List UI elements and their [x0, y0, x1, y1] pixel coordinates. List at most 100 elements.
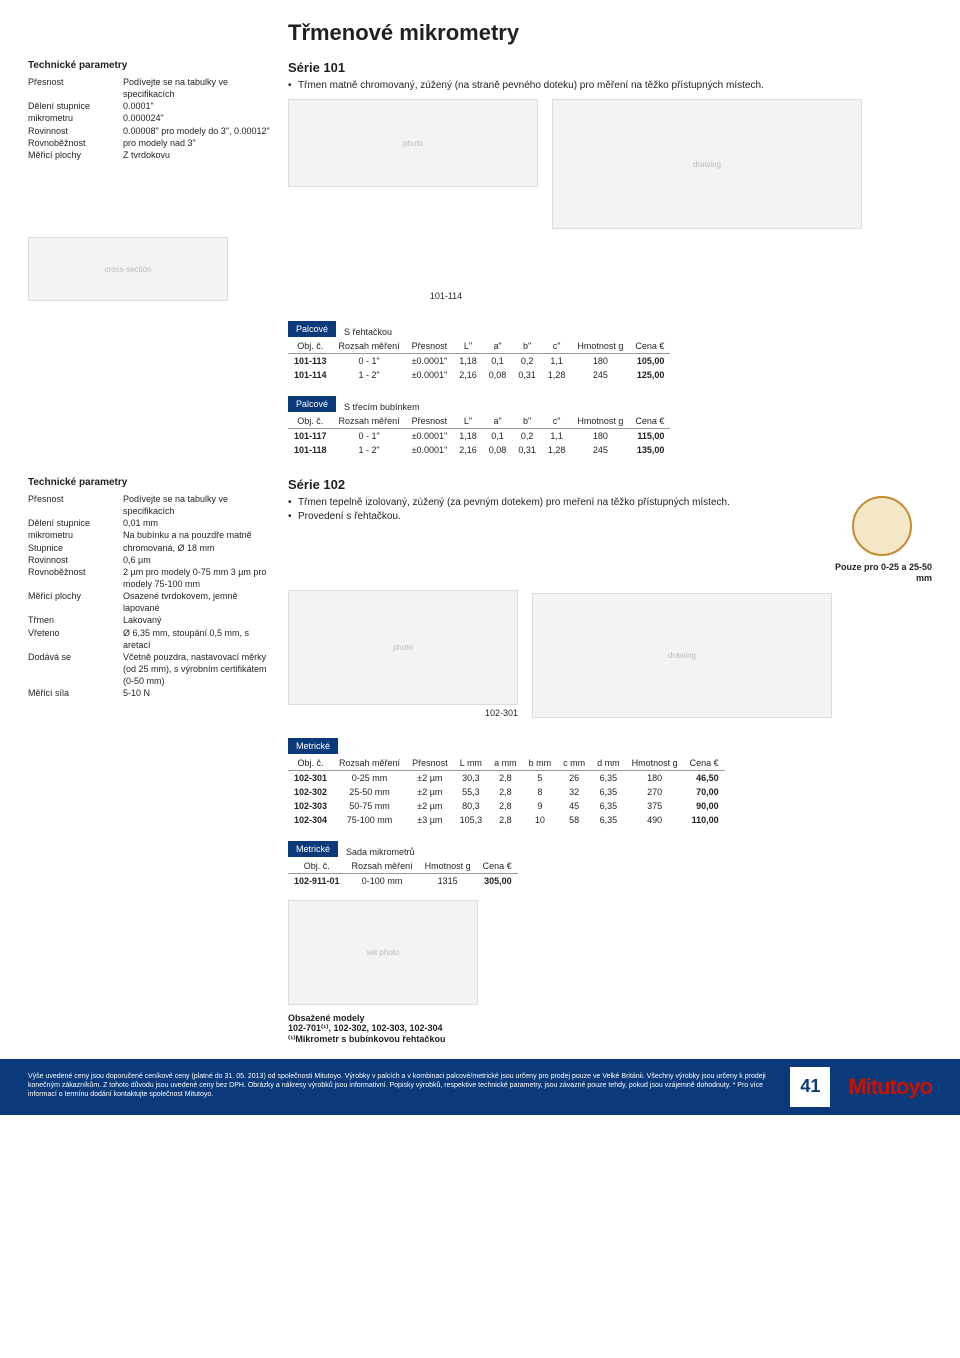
param-value: Ø 6,35 mm, stoupání 0,5 mm, s aretací — [123, 627, 270, 651]
col-header: Přesnost — [406, 756, 454, 771]
cross-section-image: cross-section — [28, 237, 228, 301]
param-value: Podívejte se na tabulky ve specifikacích — [123, 493, 270, 517]
col-header: c" — [542, 414, 572, 429]
param-label: Přesnost — [28, 493, 123, 505]
col-header: Hmotnost g — [571, 414, 629, 429]
range-note: Pouze pro 0-25 a 25-50 mm — [832, 562, 932, 584]
table-2: Obj. č.Rozsah měřeníPřesnostL"a"b"c"Hmot… — [288, 414, 670, 457]
param-label: Dodává se — [28, 651, 123, 663]
brand-logo: Mitutoyo — [848, 1074, 932, 1100]
certificate-badge-icon — [852, 496, 912, 556]
col-header: d mm — [591, 756, 626, 771]
col-header: Obj. č. — [288, 756, 333, 771]
col-header: Obj. č. — [288, 339, 333, 354]
included-list: 102-701⁽¹⁾, 102-302, 102-303, 102-304 — [288, 1023, 932, 1034]
col-header: c" — [542, 339, 572, 354]
table-1-sub: S řehtačkou — [344, 327, 392, 337]
param-label: Dělení stupnice mikrometru — [28, 517, 123, 541]
param-value: 2 µm pro modely 0-75 mm 3 µm pro modely … — [123, 566, 270, 590]
series-102-heading: Série 102 — [288, 477, 932, 492]
param-label: Rovinnost — [28, 125, 123, 137]
set-image: set photo — [288, 900, 478, 1005]
series-102-bullet-1: Třmen tepelně izolovaný, zúžený (za pevn… — [288, 496, 822, 510]
col-header: Hmotnost g — [571, 339, 629, 354]
col-header: Hmotnost g — [626, 756, 684, 771]
col-header: Rozsah měření — [333, 756, 406, 771]
image-label-101: 101-114 — [288, 291, 604, 301]
param-value: Podívejte se na tabulky ve specifikacích — [123, 76, 270, 100]
col-header: a mm — [488, 756, 523, 771]
col-header: Hmotnost g — [419, 859, 477, 874]
table-row: 102-911-010-100 mm1315305,00 — [288, 873, 518, 888]
param-value: 0.000024" — [123, 112, 270, 124]
table-row: 101-1141 - 2"±0.0001"2,160,080,311,28245… — [288, 368, 670, 382]
table-3-tag: Metrické — [288, 738, 338, 754]
tech-params-1: PřesnostPodívejte se na tabulky ve speci… — [28, 76, 270, 161]
series-102-bullet-2: Provedení s řehtačkou. — [288, 510, 822, 524]
param-label: Dělení stupnice mikrometru — [28, 100, 123, 124]
series-101-bullet: Třmen matně chromovaný, zúžený (na stran… — [288, 79, 932, 93]
product-image-101: photo — [288, 99, 538, 187]
table-row: 102-3010-25 mm±2 µm30,32,85266,3518046,5… — [288, 770, 725, 785]
tech-params-2: PřesnostPodívejte se na tabulky ve speci… — [28, 493, 270, 699]
page-number: 41 — [790, 1067, 830, 1107]
param-label: Stupnice — [28, 542, 123, 554]
param-value: Z tvrdokovu — [123, 149, 270, 161]
table-row: 101-1170 - 1"±0.0001"1,180,10,21,1180115… — [288, 429, 670, 444]
param-value: 0.00008" pro modely do 3", 0.00012" pro … — [123, 125, 270, 149]
included-heading: Obsažené modely — [288, 1013, 932, 1023]
param-value: 0.0001" — [123, 100, 270, 112]
param-label: Měřicí plochy — [28, 149, 123, 161]
col-header: b mm — [523, 756, 558, 771]
col-header: Cena € — [477, 859, 518, 874]
table-2-sub: S třecím bubínkem — [344, 402, 420, 412]
param-label: Rovnoběžnost — [28, 566, 123, 578]
col-header: c mm — [557, 756, 591, 771]
param-label: Rovinnost — [28, 554, 123, 566]
param-value: Lakovaný — [123, 614, 270, 626]
col-header: a" — [483, 414, 513, 429]
product-image-102: photo — [288, 590, 518, 705]
col-header: Cena € — [629, 414, 670, 429]
table-row: 102-30475-100 mm±3 µm105,32,810586,35490… — [288, 813, 725, 827]
page-footer: Výše uvedené ceny jsou doporučené ceníko… — [0, 1059, 960, 1115]
technical-drawing-101: drawing — [552, 99, 862, 229]
table-2-tag: Palcové — [288, 396, 336, 412]
tech-params-2-heading: Technické parametry — [28, 477, 270, 488]
col-header: Rozsah měření — [346, 859, 419, 874]
tech-params-1-heading: Technické parametry — [28, 60, 270, 71]
param-value: Na bubínku a na pouzdře matně chromovaná… — [123, 529, 270, 553]
col-header: L" — [453, 414, 483, 429]
table-4: Obj. č.Rozsah měřeníHmotnost gCena €102-… — [288, 859, 518, 888]
param-label: Třmen — [28, 614, 123, 626]
col-header: a" — [483, 339, 513, 354]
col-header: Rozsah měření — [333, 414, 406, 429]
col-header: L mm — [454, 756, 489, 771]
param-value: 0,6 µm — [123, 554, 270, 566]
table-1: Obj. č.Rozsah měřeníPřesnostL"a"b"c"Hmot… — [288, 339, 670, 382]
col-header: Cena € — [629, 339, 670, 354]
param-label: Měřicí síla — [28, 687, 123, 699]
param-label: Přesnost — [28, 76, 123, 88]
table-1-tag: Palcové — [288, 321, 336, 337]
param-label: Vřeteno — [28, 627, 123, 639]
series-101-heading: Série 101 — [288, 60, 932, 75]
col-header: L" — [453, 339, 483, 354]
included-footnote: ⁽¹⁾Mikrometr s bubínkovou řehtačkou — [288, 1034, 932, 1045]
col-header: Rozsah měření — [333, 339, 406, 354]
table-row: 102-30350-75 mm±2 µm80,32,89456,3537590,… — [288, 799, 725, 813]
param-value: 5-10 N — [123, 687, 270, 699]
col-header: Obj. č. — [288, 859, 346, 874]
col-header: b" — [512, 339, 542, 354]
technical-drawing-102: drawing — [532, 593, 832, 718]
table-row: 101-1181 - 2"±0.0001"2,160,080,311,28245… — [288, 443, 670, 457]
table-row: 102-30225-50 mm±2 µm55,32,88326,3527070,… — [288, 785, 725, 799]
col-header: Obj. č. — [288, 414, 333, 429]
col-header: b" — [512, 414, 542, 429]
table-row: 101-1130 - 1"±0.0001"1,180,10,21,1180105… — [288, 354, 670, 369]
table-4-tag: Metrické — [288, 841, 338, 857]
footer-text: Výše uvedené ceny jsou doporučené ceníko… — [28, 1073, 772, 1099]
table-4-sub: Sada mikrometrů — [346, 847, 415, 857]
param-label: Měřicí plochy — [28, 590, 123, 602]
param-value: Osazené tvrdokovem, jemně lapované — [123, 590, 270, 614]
